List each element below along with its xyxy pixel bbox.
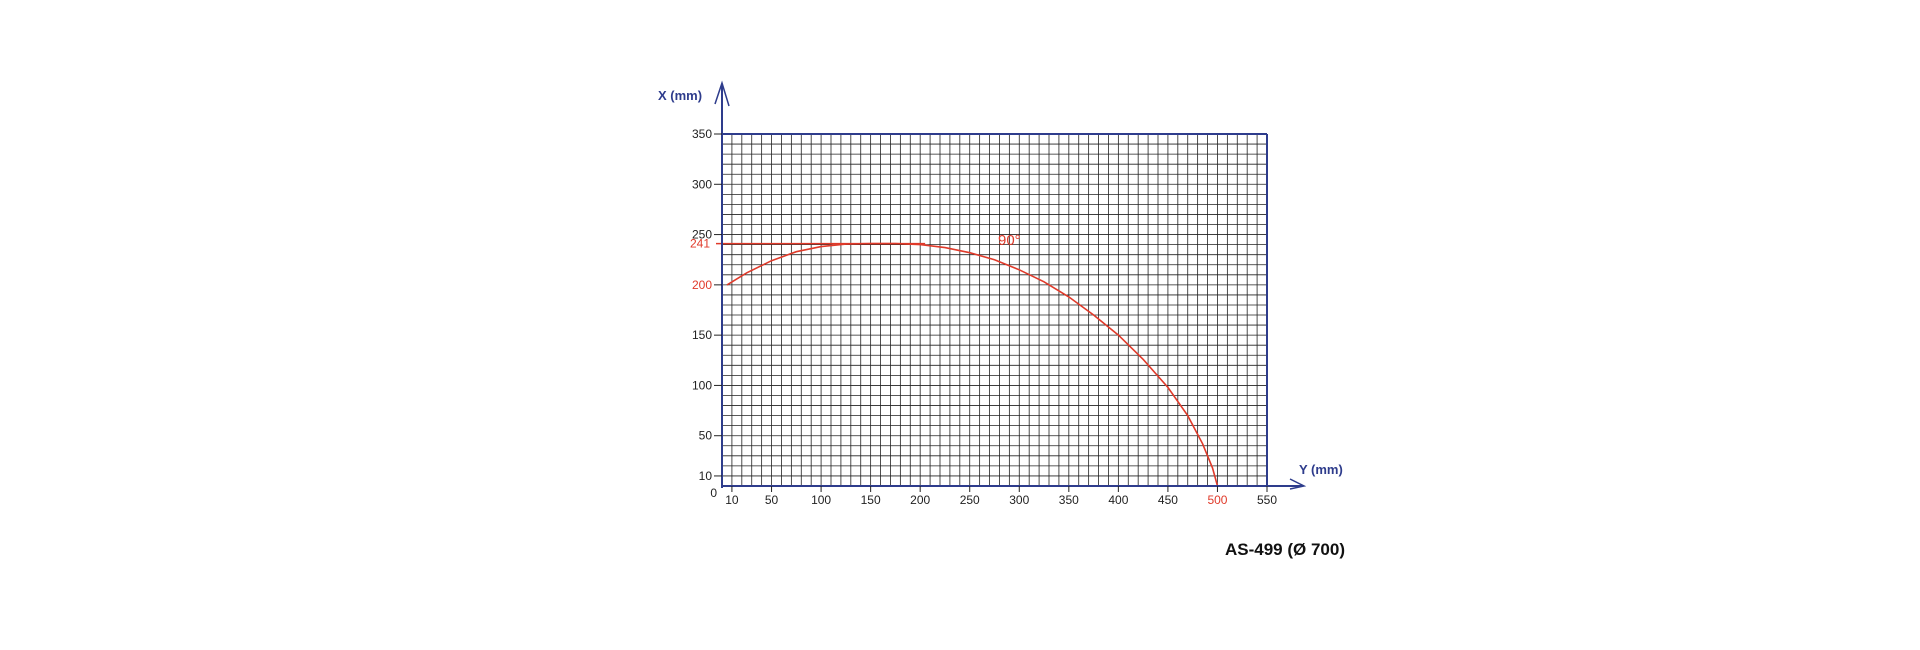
y-tick-label: 0 xyxy=(710,486,717,500)
x-tick-label: 450 xyxy=(1158,493,1178,507)
y-axis-title: X (mm) xyxy=(658,88,702,103)
y-tick-label: 150 xyxy=(692,328,712,342)
axes-group xyxy=(714,80,1307,492)
series-group xyxy=(726,242,1219,487)
x-tick-label: 200 xyxy=(910,493,930,507)
x-tick-label: 500 xyxy=(1207,493,1227,507)
y-axis-arrow xyxy=(714,80,730,107)
x-tick-label: 10 xyxy=(725,493,739,507)
series-annotation-label: 90° xyxy=(998,232,1021,249)
x-tick-label: 300 xyxy=(1009,493,1029,507)
y-tick-label: 250 xyxy=(692,228,712,242)
chart-caption: AS-499 (Ø 700) xyxy=(1225,540,1345,559)
y-tick-label: 350 xyxy=(692,127,712,141)
x-tick-label: 550 xyxy=(1257,493,1277,507)
grid-lines xyxy=(722,134,1267,486)
y-tick-label: 300 xyxy=(692,177,712,191)
x-tick-labels: 10 50 100 150 200 250 300 350 400 450 500 550 xyxy=(725,493,1277,507)
x-tick-label: 50 xyxy=(765,493,779,507)
x-tick-label: 150 xyxy=(861,493,881,507)
y-tick-labels: 0 10 50 100 150 200 250 300 350 xyxy=(692,127,717,500)
x-tick-label: 350 xyxy=(1059,493,1079,507)
y-tick-label: 200 xyxy=(692,278,712,292)
series-curve xyxy=(726,242,1219,487)
x-tick-label: 400 xyxy=(1108,493,1128,507)
y-tick-label: 50 xyxy=(699,429,713,443)
reference-value-label: 241 xyxy=(690,237,710,251)
y-tick-label: 10 xyxy=(699,469,713,483)
x-axis-title: Y (mm) xyxy=(1299,462,1343,477)
y-tick-label: 100 xyxy=(692,378,712,392)
x-axis-arrow xyxy=(1289,478,1307,490)
x-tick-label: 100 xyxy=(811,493,831,507)
x-tick-label: 250 xyxy=(960,493,980,507)
